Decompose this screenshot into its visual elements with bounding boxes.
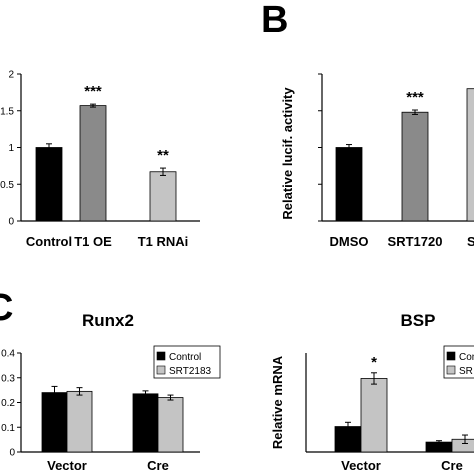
- legend-label: SRT2183: [169, 366, 212, 377]
- chart-title: BSP: [401, 311, 436, 330]
- x-category-label: T1 RNAi: [138, 234, 189, 249]
- chart-c-bsp: BSP * Vector Cre Con SR Relative mRNA: [270, 311, 474, 473]
- x-category-label: DMSO: [330, 234, 369, 249]
- chart-a-relative-activity: 0 0.5 1 1.5 2 Control *** T1 OE ** T1 RNAi: [0, 70, 200, 249]
- legend-swatch: [446, 351, 456, 361]
- bar-cre-series-2: [157, 397, 184, 453]
- bar-srt1720: [401, 111, 429, 222]
- y-axis-label: Relative mRNA: [270, 355, 285, 449]
- bar-srt: [466, 88, 474, 222]
- chart-c-runx2: Runx2 0 0.1 0.2 0.3 0.4 Vector Cre Control SRT218…: [1, 311, 221, 473]
- y-tick-label: 1.5: [0, 106, 14, 117]
- y-tick-label: 0.3: [1, 373, 15, 384]
- chart-title: Runx2: [82, 311, 134, 330]
- chart-b-relative-lucif-activity: DMSO *** SRT1720 SRT Relative lucif. activit…: [280, 73, 474, 249]
- y-tick-label: 0.2: [1, 398, 15, 409]
- panel-letter-b: B: [261, 0, 288, 41]
- bar-dmso: [335, 147, 363, 222]
- bar-vector-series-2: [360, 378, 388, 453]
- legend-label: Control: [169, 352, 201, 363]
- y-tick-label: 1: [8, 143, 14, 154]
- y-axis-label: Relative lucif. activity: [280, 87, 295, 220]
- bar-vector-series-1: [41, 392, 68, 453]
- x-category-label: SRT: [467, 234, 474, 249]
- legend-swatch: [156, 365, 166, 375]
- bar-control: [35, 147, 63, 222]
- bar-cre-series-1: [132, 393, 159, 453]
- legend-swatch: [156, 351, 166, 361]
- y-tick-label: 0: [9, 448, 15, 459]
- bar-t1-rnai: [149, 171, 177, 222]
- y-tick-label: 0.1: [1, 423, 15, 434]
- bar-t1-oe: [79, 105, 107, 222]
- panel-letter-c: C: [0, 287, 13, 329]
- significance-label: ***: [406, 89, 424, 106]
- x-category-label: Vector: [341, 458, 381, 473]
- significance-label: **: [157, 147, 169, 164]
- y-tick-label: 2: [8, 70, 14, 81]
- bar-vector-series-2: [66, 390, 93, 453]
- legend-label: Con: [459, 352, 474, 363]
- y-tick-label: 0.5: [0, 180, 14, 191]
- legend-label: SR: [459, 366, 473, 377]
- x-category-label: Control: [26, 234, 72, 249]
- x-category-label: SRT1720: [388, 234, 443, 249]
- y-tick-label: 0.4: [1, 349, 15, 360]
- x-category-label: Cre: [147, 458, 169, 473]
- x-category-label: Cre: [441, 458, 463, 473]
- legend-swatch: [446, 365, 456, 375]
- x-category-label: Vector: [47, 458, 87, 473]
- x-category-label: T1 OE: [74, 234, 112, 249]
- legend-box: [153, 345, 221, 379]
- significance-label: *: [371, 354, 377, 371]
- significance-label: ***: [84, 83, 102, 100]
- bar-cre-series-2: [451, 438, 474, 453]
- y-tick-label: 0: [8, 217, 14, 228]
